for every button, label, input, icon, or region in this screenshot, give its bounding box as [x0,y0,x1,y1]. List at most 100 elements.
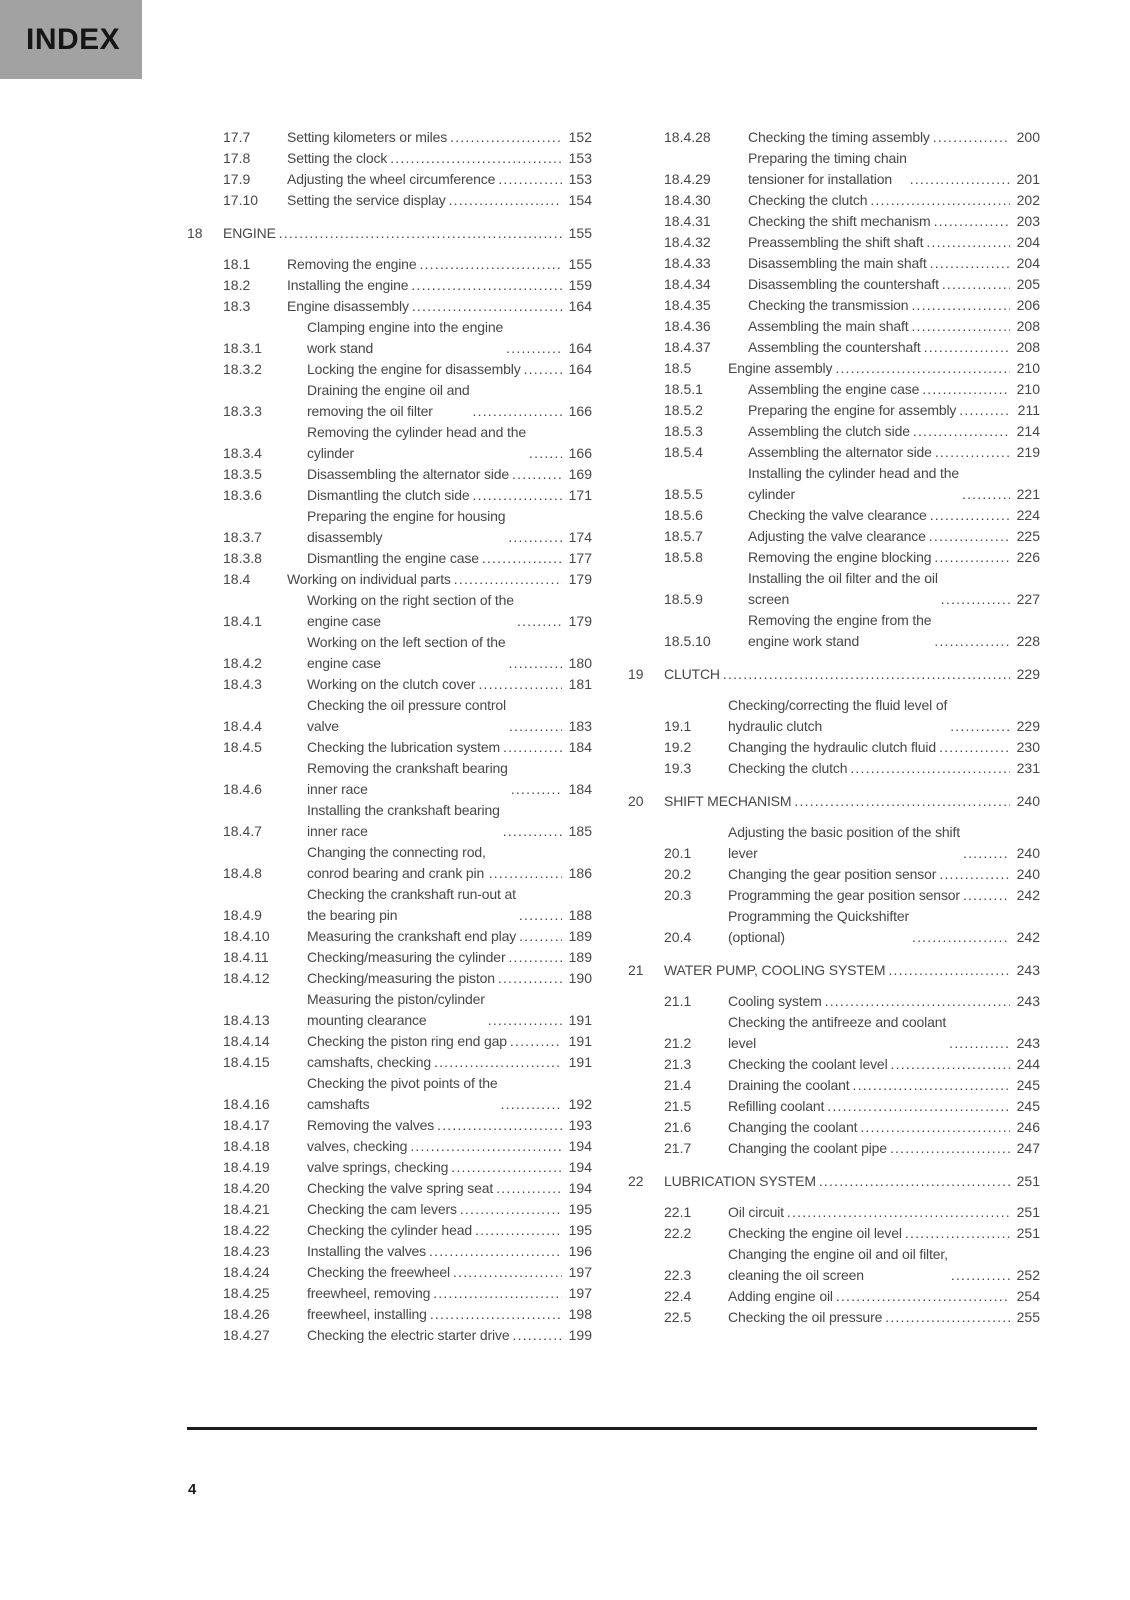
leader-dots [905,1223,1010,1244]
toc-entry-title: Programming the gear position sensor [728,887,960,903]
toc-entry-row: 21.2 Checking the antifreeze and coolant l… [628,1012,1040,1054]
toc-entry-number: 17.8 [223,150,251,166]
toc-entry-title: Preparing the engine for housing disassem… [307,508,506,545]
toc-entry-row: 18.5 Engine assembly 210 [628,358,1040,379]
toc-entry-number: 18.4.28 [664,129,711,145]
toc-entry-row: 18.4.8 Changing the connecting rod, conrod… [187,842,592,884]
toc-page-number: 155 [568,256,592,272]
toc-entry-number: 18.4.29 [664,171,711,187]
toc-entry-row: 18.4.9 Checking the crankshaft run-out at… [187,884,592,926]
toc-entry-title: Checking the crankshaft run-out at the be… [307,886,516,923]
toc-entry-row: 18.4.27 Checking the electric starter dri… [187,1325,592,1346]
toc-page-number: 190 [568,970,592,986]
toc-entry-row: 18.4.12 Checking/measuring the piston 190 [187,968,592,989]
toc-entry-title: Working on the clutch cover [307,676,476,692]
leader-dots [939,864,1010,885]
toc-entry-title: Assembling the clutch side [748,423,910,439]
toc-entry-number: 18.4.11 [223,949,269,965]
leader-dots [512,464,562,485]
toc-entry-number: 18.4.13 [223,1012,270,1028]
toc-entry-title: Changing the engine oil and oil filter, c… [728,1246,948,1283]
leader-dots [498,169,562,190]
leader-dots [437,1115,562,1136]
toc-entry-title: Working on the right section of the engin… [307,592,514,629]
toc-entry-title: Refilling coolant [728,1098,825,1114]
toc-entry-number: 18.5.3 [664,423,703,439]
toc-page-number: 211 [1017,402,1040,418]
toc-page-number: 193 [568,1117,592,1133]
toc-entry-number: 18.4.2 [223,655,262,671]
leader-dots [913,421,1010,442]
toc-chapter-row: 20 SHIFT MECHANISM 240 [628,791,1040,812]
toc-entry-title: Checking the oil pressure control valve [307,697,506,734]
toc-page-number: 203 [1016,213,1040,229]
toc-entry-title: Checking the cam levers [307,1201,457,1217]
toc-page-number: 164 [568,340,592,356]
leader-dots [911,295,1010,316]
leader-dots [922,379,1010,400]
toc-entry-number: 18.3.3 [223,403,262,419]
toc-entry-title: Measuring the piston/cylinder mounting cl… [307,991,485,1028]
leader-dots [519,926,562,947]
toc-entry-row: 22.5 Checking the oil pressure 255 [628,1307,1040,1328]
toc-page-number: 206 [1016,297,1040,313]
footer-page-number: 4 [188,1481,197,1498]
leader-dots [860,1117,1010,1138]
toc-entry-row: 18.4.4 Checking the oil pressure control v… [187,695,592,737]
toc-page-number: 171 [568,487,592,503]
toc-entry-number: 21.2 [664,1035,692,1051]
toc-entry-number: 18.3.6 [223,487,262,503]
toc-entry-row: 19.1 Checking/correcting the fluid level … [628,695,1040,737]
leader-dots [517,611,562,632]
toc-page-number: 191 [568,1012,592,1028]
leader-dots [934,211,1010,232]
toc-entry-title: Dismantling the clutch side [307,487,470,503]
toc-entry-title: Removing the engine from the engine work … [748,612,932,649]
leader-dots [508,947,562,968]
toc-entry-title: Changing the coolant [728,1119,858,1135]
toc-entry-number: 18.4.17 [223,1117,270,1133]
leader-dots [429,1241,562,1262]
toc-page-number: 201 [1016,171,1040,187]
toc-entry-row: 18.4.10 Measuring the crankshaft end play… [187,926,592,947]
toc-page-number: 208 [1016,318,1040,334]
toc-entry-number: 18.5 [664,360,692,376]
leader-dots [430,1304,562,1325]
toc-page-number: 251 [1016,1173,1040,1189]
toc-entry-number: 18.4.24 [223,1264,270,1280]
toc-entry-title: Checking the piston ring end gap [307,1033,507,1049]
leader-dots [939,737,1010,758]
toc-entry-number: 18.4.22 [223,1222,270,1238]
toc-entry-title: Checking the clutch [748,192,868,208]
toc-entry-row: 18.5.5 Installing the cylinder head and t… [628,463,1040,505]
toc-entry-row: 17.10 Setting the service display 154 [187,190,592,211]
toc-page-number: 194 [568,1138,592,1154]
leader-dots [951,1265,1010,1286]
toc-column-left: 17.7 Setting kilometers or miles 152 17.8 Se… [187,127,592,1346]
toc-entry-row: 18.4.1 Working on the right section of th… [187,590,592,632]
toc-entry-title: Dismantling the engine case [307,550,479,566]
toc-page-number: 227 [1016,591,1040,607]
toc-entry-row: 21.1 Cooling system 243 [628,991,1040,1012]
leader-dots [410,1136,562,1157]
leader-dots [888,960,1010,981]
leader-dots [451,1157,562,1178]
toc-entry-row: 18.5.2 Preparing the engine for assembly 2… [628,400,1040,421]
leader-dots [850,758,1010,779]
toc-entry-row: 18.1 Removing the engine 155 [187,254,592,275]
toc-entry-number: 18.4.21 [223,1201,270,1217]
leader-dots [962,484,1010,505]
toc-page-number: 231 [1016,760,1040,776]
toc-entry-row: 18.5.4 Assembling the alternator side 219 [628,442,1040,463]
toc-page-number: 199 [568,1327,592,1343]
toc-entry-number: 20.1 [664,845,692,861]
leader-dots [390,148,562,169]
toc-entry-title: valves, checking [307,1138,408,1154]
toc-entry-title: Checking the cylinder head [307,1222,472,1238]
leader-dots [924,337,1010,358]
toc-entry-number: 18.4.30 [664,192,711,208]
toc-entry-number: 22.4 [664,1288,692,1304]
toc-page-number: 204 [1016,234,1040,250]
toc-entry-row: 22.1 Oil circuit 251 [628,1202,1040,1223]
